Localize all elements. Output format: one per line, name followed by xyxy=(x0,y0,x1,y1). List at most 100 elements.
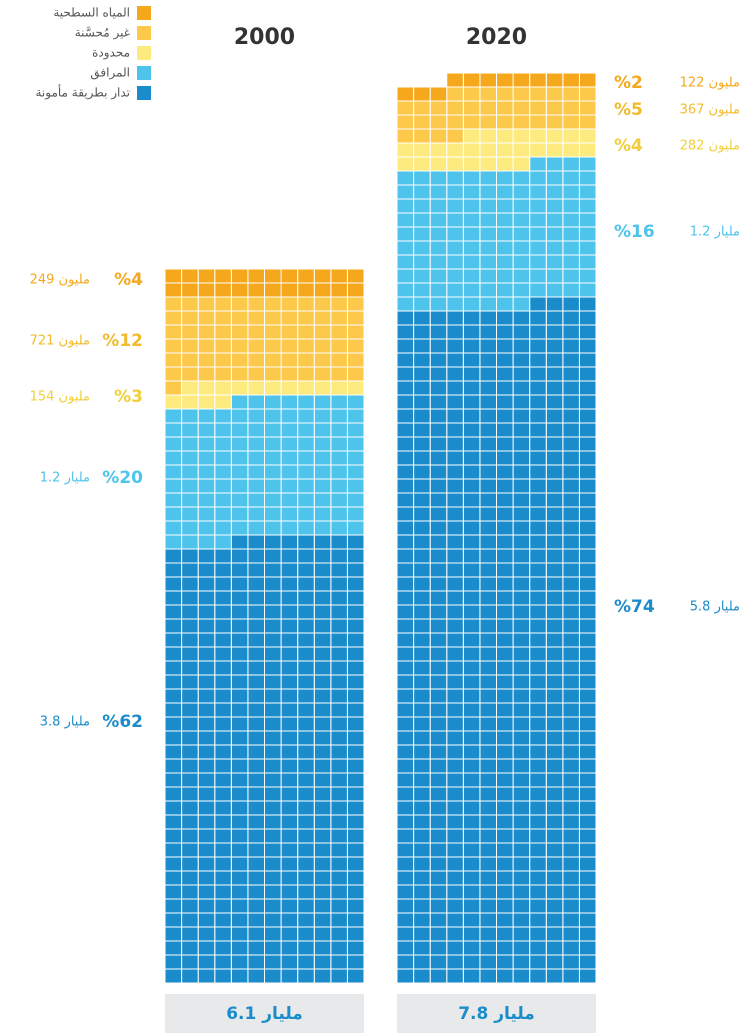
waffle-cell xyxy=(496,786,514,802)
waffle-cell xyxy=(479,870,497,886)
waffle-cell xyxy=(396,702,415,718)
waffle-cell xyxy=(330,352,348,368)
waffle-cell xyxy=(297,562,315,578)
waffle-cell xyxy=(429,814,448,830)
waffle-cell xyxy=(346,660,365,676)
percent-label: %5 xyxy=(614,100,643,120)
waffle-cell xyxy=(247,548,266,564)
waffle-cell xyxy=(313,310,332,326)
waffle-cell xyxy=(496,170,514,186)
waffle-cell xyxy=(264,660,282,676)
waffle-cell xyxy=(164,520,183,536)
waffle-cell xyxy=(181,842,199,858)
waffle-cell xyxy=(512,758,531,774)
waffle-cell xyxy=(214,702,232,718)
waffle-cell xyxy=(496,576,514,592)
waffle-cell xyxy=(413,86,431,102)
waffle-cell xyxy=(562,506,580,522)
waffle-cell xyxy=(197,394,216,410)
waffle-cell xyxy=(264,450,282,466)
waffle-cell xyxy=(247,506,266,522)
legend-swatch xyxy=(137,6,151,20)
waffle-cell xyxy=(529,674,547,690)
waffle-cell xyxy=(413,254,431,270)
waffle-cell xyxy=(545,506,564,522)
waffle-cell xyxy=(413,954,431,970)
waffle-cell xyxy=(496,758,514,774)
waffle-cell xyxy=(164,786,183,802)
waffle-cell xyxy=(512,268,531,284)
waffle-cell xyxy=(230,394,249,410)
waffle-cell xyxy=(429,422,448,438)
waffle-cell xyxy=(181,422,199,438)
waffle-cell xyxy=(446,912,464,928)
waffle-cell xyxy=(429,800,448,816)
waffle-cell xyxy=(462,646,481,662)
waffle-cell xyxy=(181,702,199,718)
waffle-cell xyxy=(529,940,547,956)
waffle-cell xyxy=(462,590,481,606)
waffle-cell xyxy=(313,506,332,522)
legend-swatch xyxy=(137,26,151,40)
waffle-cell xyxy=(264,968,282,984)
year-label: 2020 xyxy=(466,25,527,50)
waffle-cell xyxy=(164,492,183,508)
waffle-cell xyxy=(197,772,216,788)
waffle-cell xyxy=(413,576,431,592)
waffle-cell xyxy=(396,212,415,228)
waffle-cell xyxy=(181,786,199,802)
waffle-cell xyxy=(446,506,464,522)
waffle-cell xyxy=(429,492,448,508)
waffle-cell xyxy=(247,576,266,592)
waffle-cell xyxy=(479,422,497,438)
waffle-cell xyxy=(164,590,183,606)
waffle-cell xyxy=(181,744,199,760)
waffle-cell xyxy=(297,632,315,648)
waffle-cell xyxy=(413,478,431,494)
waffle-cell xyxy=(446,716,464,732)
waffle-cell xyxy=(545,884,564,900)
waffle-cell xyxy=(462,940,481,956)
waffle-cell xyxy=(512,464,531,480)
waffle-cell xyxy=(462,436,481,452)
waffle-cell xyxy=(446,800,464,816)
waffle-cell xyxy=(280,758,299,774)
waffle-cell xyxy=(429,380,448,396)
waffle-cell xyxy=(247,660,266,676)
waffle-cell xyxy=(462,128,481,144)
waffle-cell xyxy=(346,968,365,984)
waffle-cell xyxy=(280,394,299,410)
waffle-cell xyxy=(545,268,564,284)
waffle-cell xyxy=(280,772,299,788)
waffle-cell xyxy=(479,478,497,494)
waffle-cell xyxy=(479,184,497,200)
waffle-cell xyxy=(462,268,481,284)
waffle-cell xyxy=(297,366,315,382)
waffle-cell xyxy=(413,940,431,956)
waffle-cell xyxy=(479,772,497,788)
waffle-cell xyxy=(346,366,365,382)
waffle-cell xyxy=(578,772,597,788)
waffle-cell xyxy=(197,492,216,508)
waffle-cell xyxy=(479,968,497,984)
waffle-cell xyxy=(214,604,232,620)
waffle-cell xyxy=(446,898,464,914)
waffle-cell xyxy=(545,450,564,466)
waffle-cell xyxy=(479,450,497,466)
waffle-cell xyxy=(446,842,464,858)
waffle-cell xyxy=(562,590,580,606)
waffle-cell xyxy=(429,968,448,984)
waffle-cell xyxy=(247,926,266,942)
waffle-cell xyxy=(446,660,464,676)
waffle-cell xyxy=(545,926,564,942)
waffle-cell xyxy=(446,926,464,942)
waffle-cell xyxy=(181,758,199,774)
waffle-cell xyxy=(346,478,365,494)
waffle-cell xyxy=(396,590,415,606)
waffle-cell xyxy=(545,310,564,326)
waffle-cell xyxy=(247,534,266,550)
waffle-cell xyxy=(413,268,431,284)
waffle-cell xyxy=(313,772,332,788)
waffle-cell xyxy=(181,940,199,956)
waffle-cell xyxy=(164,380,183,396)
